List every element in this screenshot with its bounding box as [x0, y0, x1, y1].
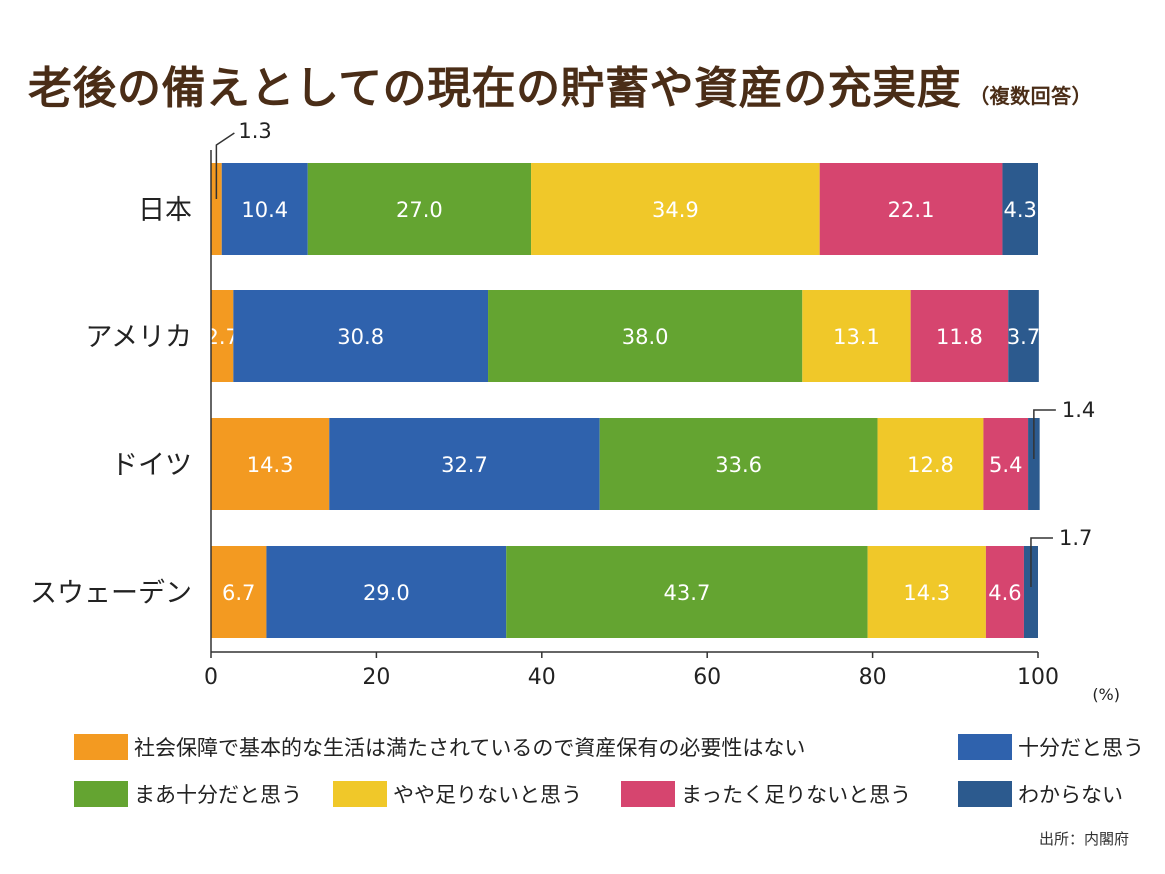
- data-label: 1.3: [238, 119, 271, 143]
- x-unit-label: (%): [1092, 685, 1120, 704]
- bar-segment: [910, 290, 1009, 382]
- callout-line: [215, 132, 235, 199]
- data-label: 10.4: [241, 198, 288, 222]
- bar-segment: [877, 418, 984, 510]
- bar-segment: [599, 418, 878, 510]
- legend-item-no-need: 社会保障で基本的な生活は満たされているので資産保有の必要性はない: [74, 732, 805, 762]
- callout-line: [1033, 409, 1056, 459]
- data-label: 32.7: [441, 453, 488, 477]
- legend-item-unknown: わからない: [958, 779, 1123, 809]
- x-tick-label: 40: [528, 665, 556, 690]
- data-label: 12.8: [907, 453, 954, 477]
- data-label: 29.0: [363, 581, 410, 605]
- data-label: 34.9: [652, 198, 699, 222]
- legend-label: やや足りないと思う: [393, 783, 582, 807]
- bar-segment: [233, 290, 489, 382]
- bar-segment: [867, 546, 986, 638]
- bar-segment: [211, 163, 222, 255]
- x-tick-label: 100: [1017, 665, 1059, 690]
- bar-segment: [307, 163, 532, 255]
- legend-label: まったく足りないと思う: [681, 783, 912, 807]
- legend-label: わからない: [1018, 783, 1123, 807]
- data-label: 1.7: [1059, 526, 1092, 550]
- bar-segment: [531, 163, 820, 255]
- category-label: スウェーデン: [30, 578, 192, 609]
- source-note: 出所：内閣府: [1038, 830, 1129, 848]
- bar-segment: [329, 418, 600, 510]
- bar-segment: [985, 546, 1024, 638]
- bar-segment: [1008, 290, 1039, 382]
- bar-segment: [211, 546, 267, 638]
- data-label: 1.4: [1062, 398, 1095, 422]
- x-tick-label: 80: [859, 665, 887, 690]
- data-label: 30.8: [337, 325, 384, 349]
- bar-segment: [819, 163, 1003, 255]
- bar-segment: [211, 290, 234, 382]
- category-label: ドイツ: [111, 450, 192, 481]
- data-label: 33.6: [715, 453, 762, 477]
- legend-item-insufficient: まったく足りないと思う: [621, 779, 911, 809]
- chart-subtitle: （複数回答）: [969, 84, 1093, 108]
- legend-swatch: [958, 734, 1012, 760]
- bar-segment: [1028, 418, 1040, 510]
- bar-segment: [488, 290, 803, 382]
- legend-swatch: [74, 781, 128, 807]
- x-tick-label: 60: [693, 665, 721, 690]
- data-label: 11.8: [936, 325, 983, 349]
- legend-label: まあ十分だと思う: [134, 783, 302, 807]
- chart-title-text: 老後の備えとしての現在の貯蓄や資産の充実度: [28, 63, 962, 114]
- bar-segment: [221, 163, 308, 255]
- legend-label: 社会保障で基本的な生活は満たされているので資産保有の必要性はない: [134, 736, 806, 760]
- legend-swatch: [958, 781, 1012, 807]
- bar-segment: [1002, 163, 1038, 255]
- bar-segment: [983, 418, 1029, 510]
- data-label: 3.7: [1007, 325, 1040, 349]
- chart-title: 老後の備えとしての現在の貯蓄や資産の充実度 （複数回答）: [28, 52, 1092, 116]
- legend-item-sufficient: 十分だと思う: [958, 732, 1144, 762]
- x-tick-label: 0: [204, 665, 218, 690]
- data-label: 14.3: [247, 453, 294, 477]
- category-label: アメリカ: [85, 322, 192, 353]
- data-label: 6.7: [222, 581, 255, 605]
- data-label: 14.3: [903, 581, 950, 605]
- data-label: 4.3: [1004, 198, 1037, 222]
- bar-segment: [506, 546, 868, 638]
- bar-segment: [1023, 546, 1038, 638]
- callout-line: [1030, 537, 1053, 587]
- legend-item-somewhat-sufficient: まあ十分だと思う: [74, 779, 302, 809]
- bar-segment: [211, 418, 330, 510]
- data-label: 22.1: [888, 198, 935, 222]
- legend-swatch: [333, 781, 387, 807]
- bar-segment: [802, 290, 911, 382]
- legend-swatch: [74, 734, 128, 760]
- category-label: 日本: [138, 195, 192, 226]
- data-label: 43.7: [664, 581, 711, 605]
- data-label: 5.4: [989, 453, 1022, 477]
- bar-segment: [266, 546, 507, 638]
- legend-label: 十分だと思う: [1018, 736, 1144, 760]
- legend-swatch: [621, 781, 675, 807]
- data-label: 38.0: [622, 325, 669, 349]
- data-label: 13.1: [833, 325, 880, 349]
- data-label: 4.6: [988, 581, 1021, 605]
- data-label: 27.0: [396, 198, 443, 222]
- x-tick-label: 20: [362, 665, 390, 690]
- legend-item-somewhat-insufficient: やや足りないと思う: [333, 779, 582, 809]
